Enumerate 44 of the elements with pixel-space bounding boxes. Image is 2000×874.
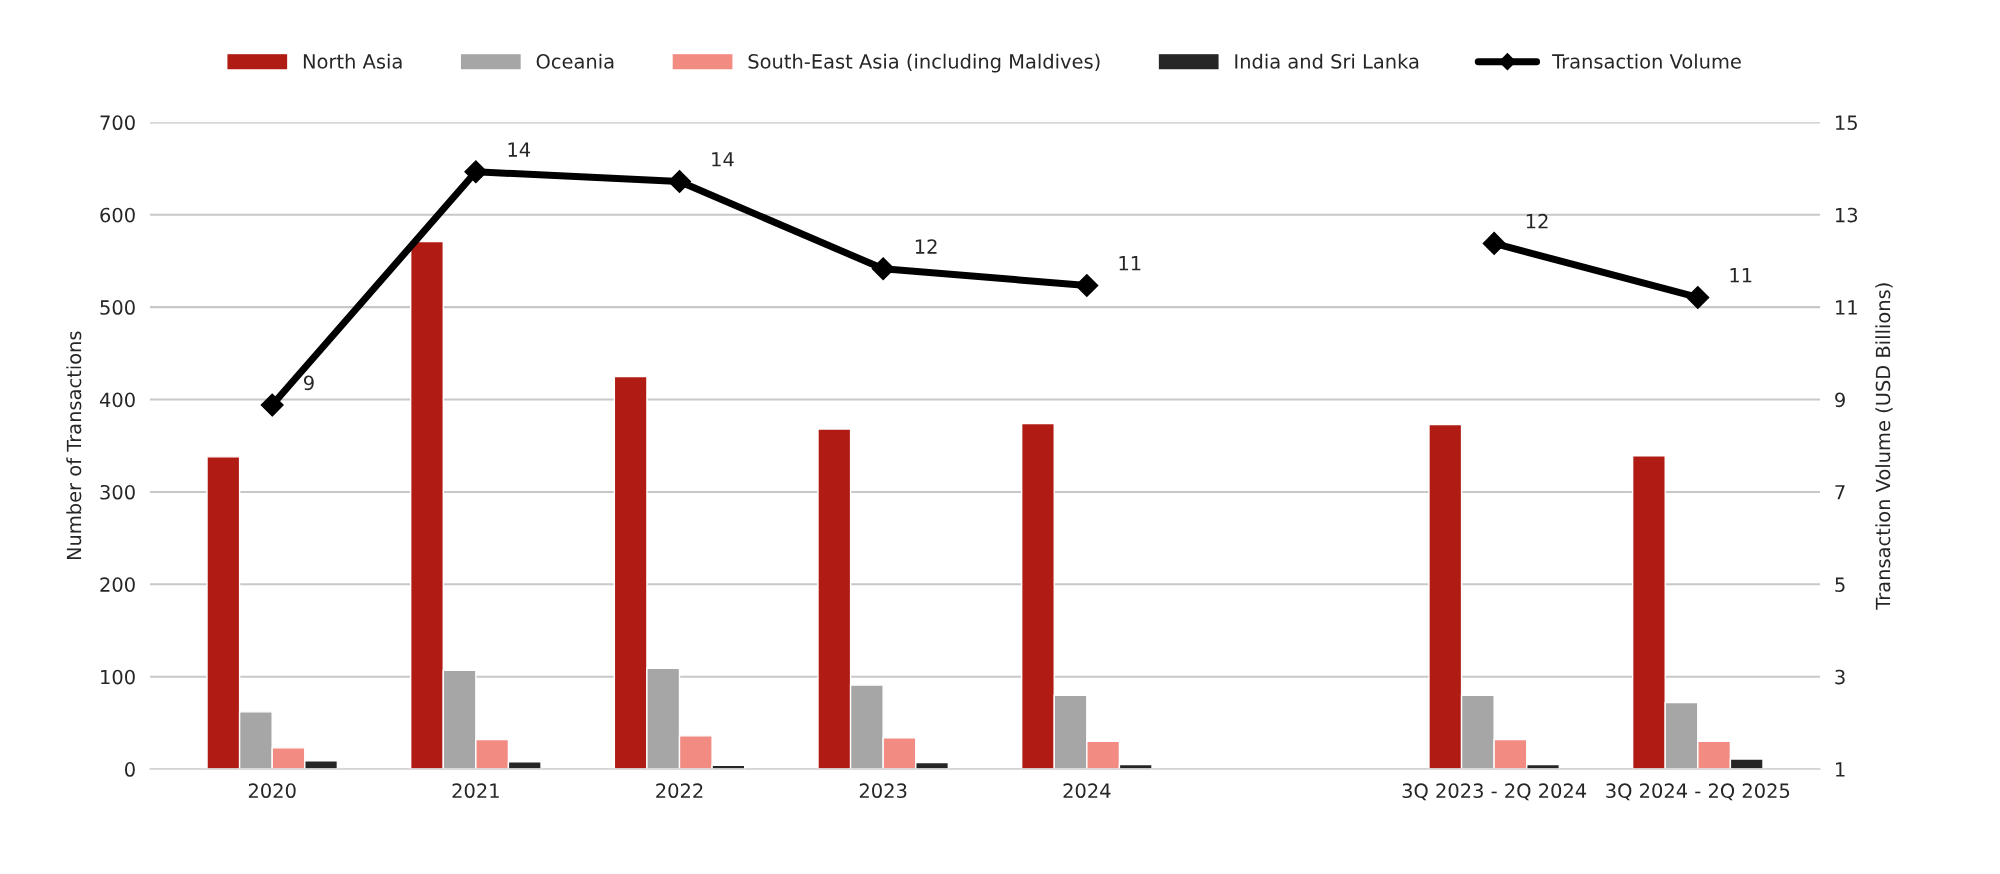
y-tick-label: 200 [100,577,135,592]
point [871,257,895,281]
legend-label: Transaction Volume [1552,53,1741,69]
y2-axis-title: Transaction Volume (USD Billions) [1875,283,1893,610]
x-tick-label: 3Q 2024 - 2Q 2025 [1606,783,1790,801]
y2-tick-label: 15 [1836,115,1857,131]
y2-tick-label: 5 [1835,577,1845,592]
y-tick-label: 400 [99,392,135,408]
x-tick-label: 2020 [248,783,296,799]
x-tick-label: 2024 [1063,783,1111,799]
y-tick-label: 300 [100,484,135,500]
data-label: 9 [303,375,314,391]
legend-label: South-East Asia (including Maldives) [748,53,1100,73]
data-label: 11 [1730,268,1752,283]
data-label: 11 [1119,256,1141,271]
point [668,169,692,193]
legend-label: Oceania [536,53,614,69]
y2-tick-label: 7 [1835,485,1845,500]
x-tick-label: 2023 [859,783,907,799]
y2-tick-label: 3 [1835,669,1845,685]
legend-label: India and Sri Lanka [1235,53,1419,69]
x-tick-label: 3Q 2023 - 2Q 2024 [1402,783,1587,801]
point [1075,273,1099,297]
y-tick-label: 700 [100,115,135,131]
legend-label: North Asia [303,53,402,69]
data-label: 12 [915,239,937,254]
y2-tick-label: 9 [1835,392,1845,408]
point [260,393,284,417]
y2-tick-label: 13 [1836,207,1858,223]
y-tick-label: 500 [100,300,135,315]
point [464,160,488,184]
y2-tick-label: 11 [1836,300,1857,315]
data-label: 14 [712,152,734,167]
data-label: 14 [508,142,531,157]
y-tick-label: 0 [125,762,135,777]
x-tick-label: 2021 [452,783,499,799]
x-tick-label: 2022 [656,783,703,799]
y-axis-title: Number of Transactions [66,331,82,560]
y2-tick-label: 1 [1836,762,1845,777]
point [1482,231,1506,255]
y-tick-label: 100 [101,669,135,685]
y-tick-label: 600 [100,207,135,223]
data-label: 12 [1526,213,1548,229]
point [1686,285,1710,309]
